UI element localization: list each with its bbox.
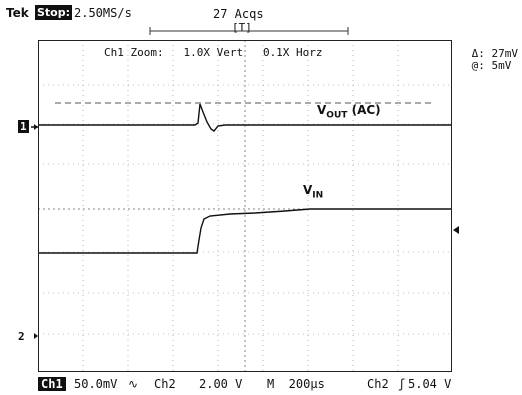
scope-screen-border bbox=[38, 40, 452, 372]
ch1-scale: 50.0mV bbox=[74, 377, 118, 391]
ch2-ground-marker[interactable]: 2 bbox=[18, 330, 25, 343]
timebase: M 200µs bbox=[267, 377, 325, 391]
rising-edge-icon: ʃ bbox=[398, 377, 406, 391]
ch2-label[interactable]: Ch2 bbox=[154, 377, 176, 391]
vout-trace bbox=[38, 103, 452, 132]
ch2-position-arrow-icon[interactable] bbox=[34, 333, 38, 339]
top-status-bar: Tek Stop: 2.50MS/s 27 Acqs [T] bbox=[0, 0, 522, 40]
ch1-position-arrow-icon[interactable] bbox=[34, 124, 38, 130]
bottom-status-bar: Ch1 50.0mV ∿ Ch2 2.00 V M 200µs Ch2 ʃ 5.… bbox=[0, 374, 522, 394]
trigger-source: Ch2 bbox=[367, 377, 389, 391]
trigger-level: 5.04 V bbox=[408, 377, 452, 391]
zoom-info: Ch1 Zoom: 1.0X Vert 0.1X Horz bbox=[104, 46, 323, 59]
ch1-badge[interactable]: Ch1 bbox=[38, 377, 66, 391]
ac-coupling-icon: ∿ bbox=[128, 377, 139, 391]
vin-label: VIN bbox=[303, 183, 324, 201]
delta-readout: Δ: 27mV bbox=[471, 47, 518, 60]
ch1-ground-marker[interactable]: 1 bbox=[18, 120, 29, 133]
measurement-readout: Δ: 27mV @: 5mV bbox=[472, 48, 518, 72]
trigger-level-arrow-icon[interactable] bbox=[453, 226, 459, 234]
vin-trace bbox=[38, 208, 452, 254]
cursor-readout: @: 5mV bbox=[471, 59, 512, 72]
ch2-scale: 2.00 V bbox=[199, 377, 243, 391]
vout-label: VOUT (AC) bbox=[317, 103, 381, 121]
acquisition-count: 27 Acqs bbox=[213, 7, 264, 21]
brand-label: Tek bbox=[6, 6, 29, 20]
run-stop-badge[interactable]: Stop: bbox=[35, 5, 73, 20]
sample-rate: 2.50MS/s bbox=[74, 6, 132, 20]
